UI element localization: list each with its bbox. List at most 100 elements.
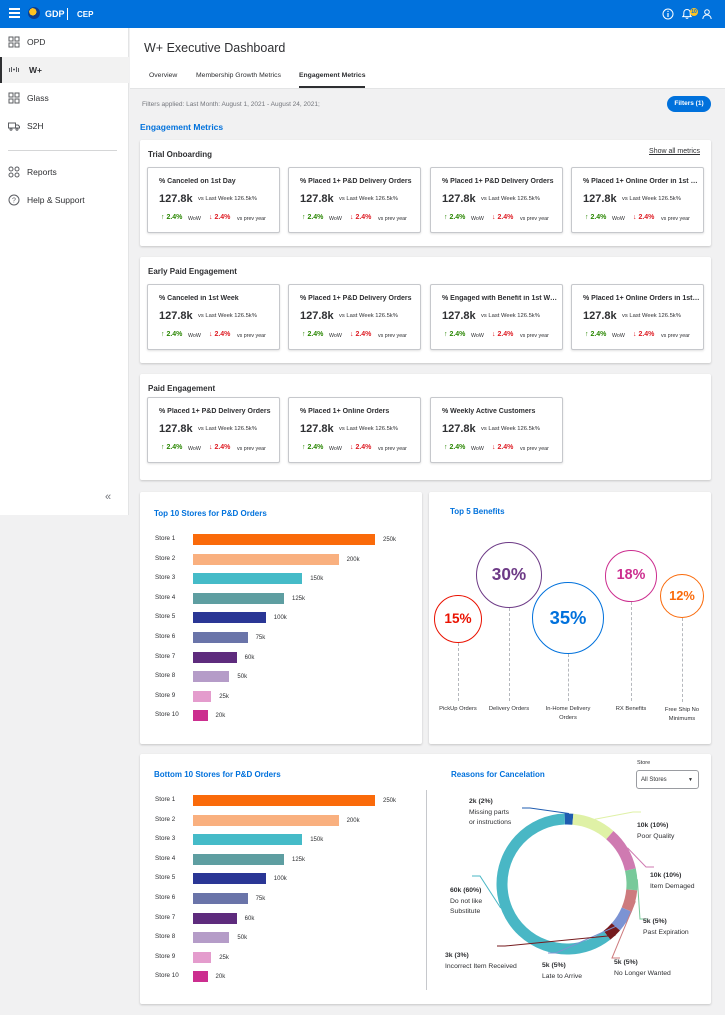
yoy-change: ↓ 2.4% [633,331,654,338]
bar-value-label: 60k [244,915,255,922]
help-icon: ? [8,194,20,206]
bar-category-label: Store 7 [155,652,176,660]
tab-engagement-metrics[interactable]: Engagement Metrics [299,72,366,88]
cancelation-reason-name: Incorrect Item Received [445,962,517,970]
metric-card[interactable]: % Engaged with Benefit in 1st Week 127.8k… [430,284,563,350]
metric-name: % Placed 1+ P&D Delivery Orders [300,178,412,185]
bubble-connector [458,643,459,701]
bell-icon[interactable] [681,8,693,20]
bar-category-label: Store 1 [155,796,176,803]
arrow-up-icon: ↑ [161,214,167,221]
yoy-change: ↓ 2.4% [492,331,513,338]
metric-name: % Canceled on 1st Day [159,178,236,185]
bar-value-label: 20k [215,713,226,720]
arrow-up-icon: ↑ [444,331,450,338]
yoy-label: vs prev year [378,333,407,339]
hamburger-menu-icon[interactable] [9,8,20,18]
notification-badge: 10 [690,8,698,16]
wow-change: ↑ 2.4% [444,214,465,221]
chart-divider [426,790,427,990]
bar-value-label: 100k [273,876,287,883]
metric-card[interactable]: % Placed 1+ P&D Delivery Orders 127.8k vs … [147,397,280,463]
wow-change-value: 2.4% [166,214,183,221]
benefit-bubble: 18% [605,550,657,602]
benefit-bubble: 30% [476,542,542,608]
metric-card[interactable]: % Canceled on 1st Day 127.8k vs Last Week … [147,167,280,233]
benefit-bubble: 12% [659,573,705,619]
sidebar-item-label: S2H [27,121,44,131]
metric-comparison: vs Last Week 126.5k% [198,426,257,432]
store-select[interactable]: All Stores ▼ [636,770,699,789]
bar [193,553,339,565]
metric-comparison: vs Last Week 126.5k% [339,313,398,319]
yoy-change: ↓ 2.4% [492,214,513,221]
cancelation-reason-label: 3k (3%) Incorrect Item Received [445,951,517,972]
metric-card[interactable]: % Placed 1+ P&D Delivery Orders 127.8k vs … [288,284,421,350]
info-icon[interactable] [662,8,674,20]
filters-button[interactable]: Filters (1) [667,96,711,112]
bar-category-label: Store 9 [155,952,176,960]
yoy-label: vs prev year [378,446,407,452]
metric-card[interactable]: % Placed 1+ P&D Delivery Orders 127.8k vs … [288,167,421,233]
metric-name: % Engaged with Benefit in 1st Week [442,295,560,302]
yoy-label: vs prev year [661,216,690,222]
cancelation-reason-name: Do not like [450,897,483,905]
tab-overview[interactable]: Overview [149,72,178,79]
wow-label: WoW [471,216,484,222]
benefit-category-label: Delivery Orders [488,706,530,712]
metric-card[interactable]: % Canceled in 1st Week 127.8k vs Last Week… [147,284,280,350]
cancelation-reason-value: 60k (60%) [450,887,482,894]
wow-change-value: 2.4% [307,444,324,451]
cancelation-reason-name: Late to Arrive [542,972,583,980]
bar-value-label: 25k [219,693,229,700]
yoy-label: vs prev year [520,333,549,339]
bar [193,710,208,722]
metric-card[interactable]: % Weekly Active Customers 127.8k vs Last W… [430,397,563,463]
bar [193,651,237,663]
wow-change-value: 2.4% [166,331,183,338]
grid-icon [8,36,20,48]
svg-text:?: ? [12,198,16,205]
show-all-metrics-link[interactable]: Show all metrics [649,148,700,155]
metric-value: 127.8k [300,310,334,322]
sidebar-item-glass[interactable]: Glass [0,85,129,111]
metric-card[interactable]: % Placed 1+ Online Order in 1st Week 127.… [571,167,704,233]
user-icon[interactable] [701,8,713,20]
cancelation-reason-value: 5k (5%) [614,959,638,966]
bar [193,912,237,924]
sidebar-item-opd[interactable]: OPD [0,29,129,55]
metric-value: 127.8k [442,193,476,205]
wow-change-value: 2.4% [307,214,324,221]
metric-card[interactable]: % Placed 1+ Online Orders 127.8k vs Last W… [288,397,421,463]
cancelation-reason-label: 2k (2%) Missing parts or instructions [469,797,511,829]
cancelation-reason-label: 10k (10%) Poor Quality [637,821,674,842]
wow-label: WoW [188,216,201,222]
metric-comparison: vs Last Week 126.5k% [339,196,398,202]
metric-name: % Placed 1+ Online Orders in 1st Week [583,295,701,302]
sidebar-item-wplus[interactable]: W+ [0,57,129,83]
bar-category-label: Store 4 [155,854,176,862]
cancelation-reason-value: 10k (10%) [637,822,669,829]
sidebar-item-help[interactable]: ? Help & Support [0,187,129,213]
bar [193,932,230,944]
app-name: CEP [77,10,94,19]
arrow-up-icon: ↑ [302,331,308,338]
yoy-change: ↓ 2.4% [633,214,654,221]
arrow-down-icon: ↓ [350,214,356,221]
bar-value-label: 75k [255,896,266,902]
cancelation-chart-title: Reasons for Cancelation [451,770,545,779]
sidebar-item-s2h[interactable]: S2H [0,113,129,139]
metric-card[interactable]: % Placed 1+ Online Orders in 1st Week 127… [571,284,704,350]
metric-card[interactable]: % Placed 1+ P&D Delivery Orders 127.8k vs … [430,167,563,233]
yoy-label: vs prev year [237,446,266,452]
yoy-label: vs prev year [520,446,549,452]
arrow-down-icon: ↓ [492,444,498,451]
yoy-change-value: 2.4% [214,331,231,338]
tab-membership-growth[interactable]: Membership Growth Metrics [196,72,281,79]
wow-change: ↑ 2.4% [585,214,606,221]
sidebar-item-reports[interactable]: Reports [0,159,129,185]
collapse-sidebar-icon[interactable]: « [105,491,112,503]
page-header: W+ Executive Dashboard Overview Membersh… [130,28,725,89]
wow-label: WoW [471,333,484,339]
yoy-change: ↓ 2.4% [209,214,230,221]
